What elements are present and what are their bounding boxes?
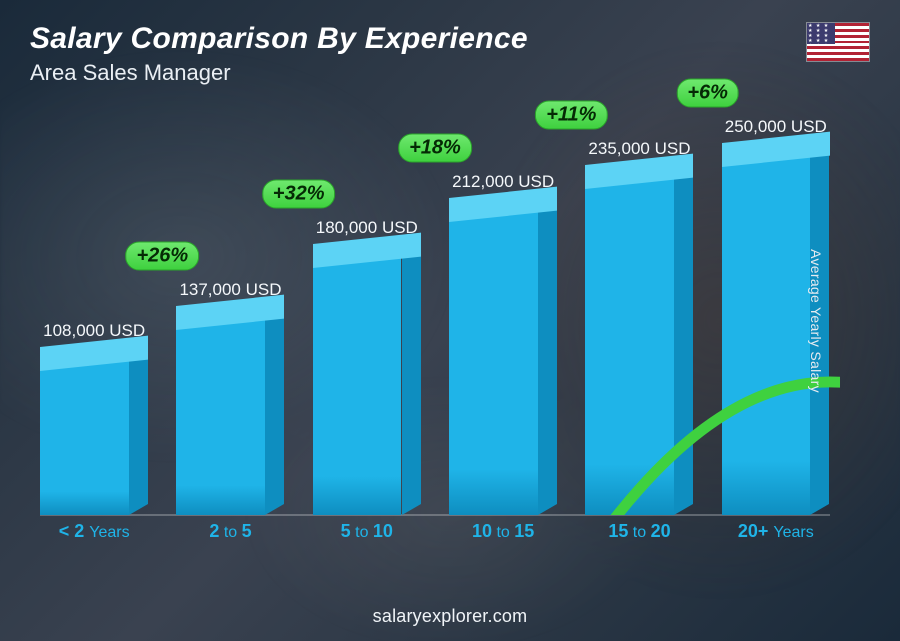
bar-value-label: 137,000 USD [150, 280, 310, 300]
bar-value-label: 250,000 USD [696, 117, 856, 137]
pct-badge: +18% [398, 133, 472, 162]
title-block: Salary Comparison By Experience Area Sal… [30, 22, 528, 86]
x-axis-label: 20+ Years [722, 521, 830, 551]
bar-value-label: 180,000 USD [287, 218, 447, 238]
bar-slot: 108,000 USD [40, 359, 148, 515]
bar-value-label: 235,000 USD [559, 139, 719, 159]
page-subtitle: Area Sales Manager [30, 60, 528, 86]
x-axis-label: 15 to 20 [585, 521, 693, 551]
page-title: Salary Comparison By Experience [30, 22, 528, 56]
x-axis-label: 10 to 15 [449, 521, 557, 551]
x-axis: < 2 Years 2 to 5 5 to 10 10 to 15 15 to 20 20… [30, 521, 840, 551]
bars-container: 108,000 USD137,000 USD180,000 USD212,000… [30, 110, 840, 515]
x-axis-label: 2 to 5 [176, 521, 284, 551]
bar [449, 210, 557, 515]
bar [176, 318, 284, 515]
chart-area: 108,000 USD137,000 USD180,000 USD212,000… [30, 110, 840, 551]
bar-slot: 235,000 USD [585, 177, 693, 515]
pct-badge: +6% [676, 79, 739, 108]
bar-slot: 212,000 USD [449, 210, 557, 515]
pct-badge: +32% [262, 179, 336, 208]
x-axis-label: 5 to 10 [313, 521, 421, 551]
bar-value-label: 108,000 USD [14, 321, 174, 341]
bar [40, 359, 148, 515]
bar-value-label: 212,000 USD [423, 172, 583, 192]
x-axis-label: < 2 Years [40, 521, 148, 551]
bar-slot: 137,000 USD [176, 318, 284, 515]
flag-icon: ★ ★ ★ ★ ★ ★ ★ ★ ★ ★ ★ ★ ★ ★ ★ [806, 22, 870, 62]
footer-credit: salaryexplorer.com [0, 606, 900, 627]
pct-badge: +11% [535, 100, 607, 129]
bar [313, 256, 421, 515]
pct-badge: +26% [125, 241, 199, 270]
bar [585, 177, 693, 515]
y-axis-label: Average Yearly Salary [808, 249, 824, 393]
bar-slot: 180,000 USD [313, 256, 421, 515]
header: Salary Comparison By Experience Area Sal… [30, 22, 870, 86]
